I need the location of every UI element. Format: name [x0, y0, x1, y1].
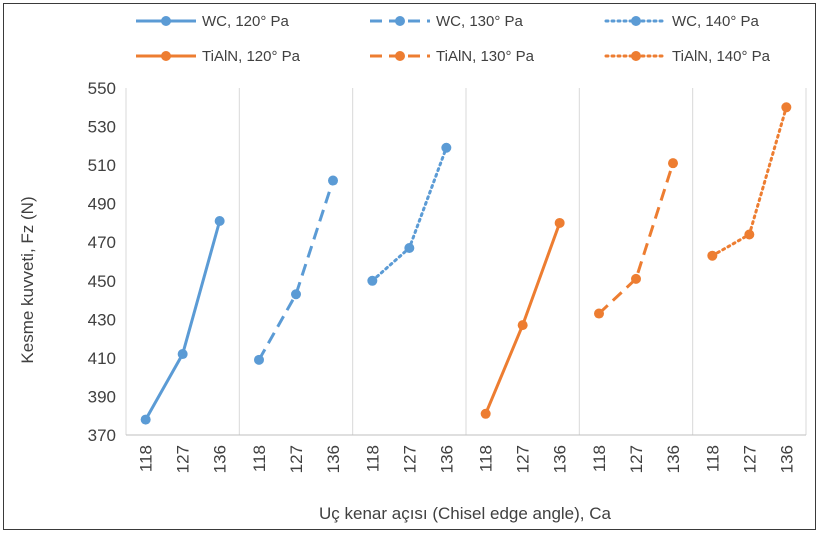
- data-point: [631, 273, 641, 284]
- legend-label: TiAlN, 140° Pa: [672, 48, 771, 65]
- chart-frame: [3, 3, 816, 530]
- axes: 370 390 410 430 450 470 490 510 530 550 118 127 136 1…: [88, 79, 806, 473]
- legend-marker: [395, 16, 405, 26]
- series-line: [484, 222, 562, 415]
- data-point: [140, 414, 151, 425]
- x-tick-label: 136: [324, 445, 343, 473]
- data-point: [254, 354, 264, 365]
- x-tick-label: 118: [137, 445, 156, 472]
- y-tick-label: 370: [88, 426, 116, 445]
- y-tick-label: 410: [88, 349, 116, 368]
- x-tick-label: 127: [514, 445, 533, 473]
- x-tick-label: 127: [740, 445, 759, 473]
- x-tick-label: 127: [627, 445, 646, 473]
- x-tick-label: 136: [777, 445, 796, 473]
- data-point: [668, 158, 678, 169]
- y-tick-label: 530: [88, 118, 116, 137]
- series-line: [257, 180, 335, 361]
- legend-marker: [395, 51, 405, 61]
- legend-marker: [631, 16, 641, 26]
- data-point: [554, 217, 565, 228]
- legend-label: WC, 130° Pa: [436, 13, 524, 30]
- legend-label: WC, 120° Pa: [202, 13, 290, 30]
- x-tick-label: 118: [250, 445, 269, 472]
- legend-marker: [161, 16, 171, 26]
- data-point: [707, 250, 718, 261]
- data-point: [517, 320, 528, 331]
- legend-label: WC, 140° Pa: [672, 13, 760, 30]
- series-line: [597, 162, 675, 315]
- legend-label: TiAlN, 120° Pa: [202, 48, 301, 65]
- data-point: [594, 308, 604, 319]
- data-point: [781, 102, 792, 113]
- data-point: [441, 142, 452, 153]
- x-tick-label: 118: [703, 445, 722, 472]
- data-point: [404, 243, 415, 254]
- y-tick-label: 510: [88, 156, 116, 175]
- data-point: [480, 408, 491, 419]
- data-point: [291, 289, 301, 300]
- data-point: [214, 216, 225, 227]
- data-point: [744, 229, 755, 240]
- y-tick-label: 450: [88, 272, 116, 291]
- x-tick-label: 118: [363, 445, 382, 472]
- series-lines: [140, 102, 792, 425]
- y-axis-title: Kesme kuvveti, Fz (N): [18, 196, 37, 363]
- x-tick-label: 118: [477, 445, 496, 472]
- gridlines: [125, 88, 807, 435]
- x-tick-label: 136: [437, 445, 456, 473]
- x-axis-title: Uç kenar açısı (Chisel edge angle), Ca: [319, 504, 612, 523]
- legend-label: TiAlN, 130° Pa: [436, 48, 535, 65]
- y-tick-label: 550: [88, 79, 116, 98]
- y-tick-label: 430: [88, 310, 116, 329]
- series-line: [144, 220, 222, 421]
- x-tick-label: 136: [664, 445, 683, 473]
- data-point: [367, 275, 378, 286]
- x-tick-label: 127: [174, 445, 193, 473]
- x-tick-label: 136: [211, 445, 230, 473]
- series-line: [370, 146, 448, 283]
- y-tick-label: 470: [88, 233, 116, 252]
- legend: WC, 120° Pa WC, 130° Pa WC, 140° Pa TiAlN, …: [136, 13, 771, 65]
- legend-marker: [631, 51, 641, 61]
- x-tick-label: 118: [590, 445, 609, 472]
- data-point: [177, 349, 188, 360]
- legend-marker: [161, 51, 171, 61]
- data-point: [328, 175, 338, 186]
- y-tick-label: 390: [88, 387, 116, 406]
- y-tick-label: 490: [88, 195, 116, 214]
- x-tick-label: 136: [551, 445, 570, 473]
- x-tick-label: 127: [287, 445, 306, 473]
- x-tick-label: 127: [400, 445, 419, 473]
